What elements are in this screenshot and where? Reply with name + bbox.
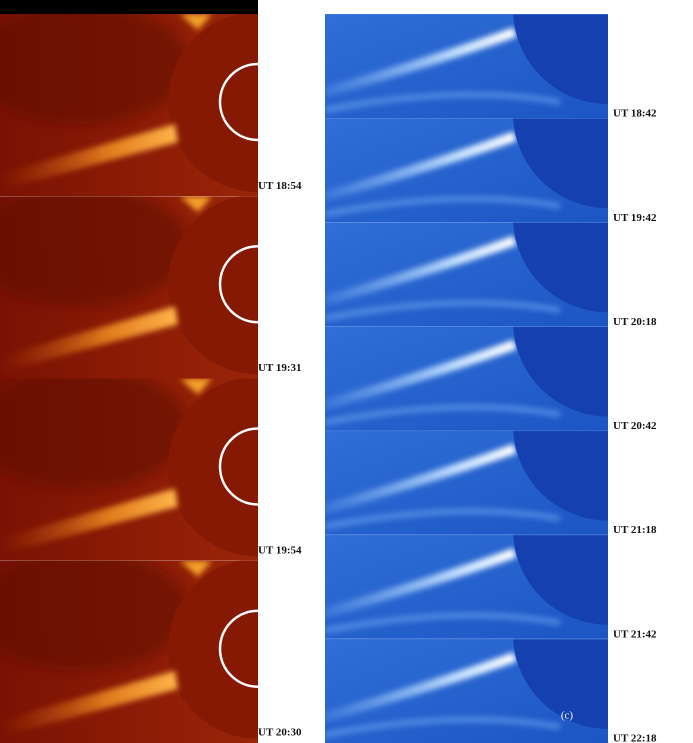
figure: UT 18:54 UT 19:31 UT 19:54 UT 20:30 UT 18:42… [0, 0, 693, 743]
occulter [168, 194, 348, 374]
red-frame [0, 369, 348, 561]
time-label: UT 22:18 [613, 733, 657, 743]
time-label: UT 18:42 [613, 108, 657, 120]
time-label: UT 19:42 [613, 212, 657, 224]
time-label: UT 21:42 [613, 628, 657, 640]
panel-label: (c) [561, 710, 574, 722]
time-label: UT 21:18 [613, 524, 657, 536]
occulter [168, 559, 348, 739]
time-label: UT 20:30 [258, 727, 302, 739]
time-label: UT 19:54 [258, 544, 302, 556]
top-border [0, 0, 258, 14]
occulter [168, 377, 348, 557]
red-frame [0, 186, 348, 378]
red-frame [0, 551, 348, 743]
time-label: UT 20:18 [613, 316, 657, 328]
blue-frame [325, 0, 693, 118]
red-frame [0, 4, 348, 196]
time-label: UT 19:31 [258, 362, 302, 374]
time-label: UT 20:42 [613, 420, 657, 432]
time-label: UT 18:54 [258, 180, 302, 192]
occulter [168, 12, 348, 192]
